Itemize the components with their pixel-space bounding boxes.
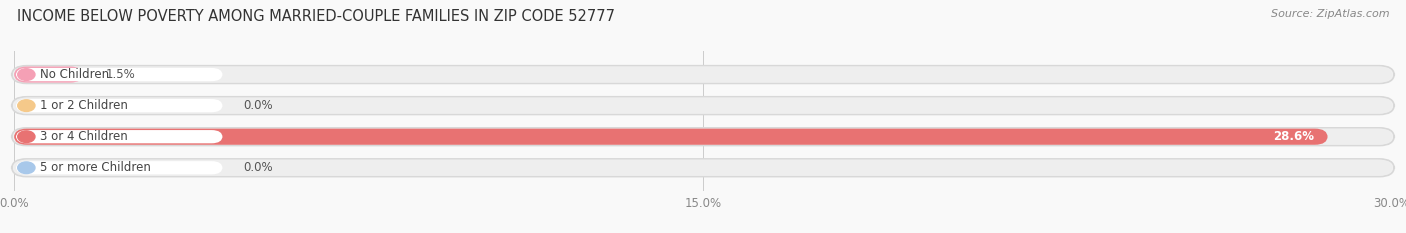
FancyBboxPatch shape: [11, 159, 1395, 177]
Text: 3 or 4 Children: 3 or 4 Children: [41, 130, 128, 143]
Text: Source: ZipAtlas.com: Source: ZipAtlas.com: [1271, 9, 1389, 19]
Text: 5 or more Children: 5 or more Children: [41, 161, 152, 174]
FancyBboxPatch shape: [14, 66, 1392, 83]
FancyBboxPatch shape: [11, 66, 1395, 83]
Circle shape: [18, 100, 35, 111]
FancyBboxPatch shape: [14, 129, 1327, 145]
FancyBboxPatch shape: [15, 130, 222, 143]
Text: No Children: No Children: [41, 68, 110, 81]
FancyBboxPatch shape: [15, 99, 222, 112]
FancyBboxPatch shape: [14, 66, 83, 83]
Text: 0.0%: 0.0%: [243, 99, 273, 112]
Text: 28.6%: 28.6%: [1272, 130, 1313, 143]
FancyBboxPatch shape: [11, 128, 1395, 146]
Text: 1 or 2 Children: 1 or 2 Children: [41, 99, 128, 112]
Circle shape: [18, 162, 35, 174]
FancyBboxPatch shape: [15, 68, 222, 81]
Circle shape: [18, 131, 35, 143]
FancyBboxPatch shape: [11, 97, 1395, 114]
FancyBboxPatch shape: [14, 98, 1392, 114]
Circle shape: [18, 69, 35, 80]
Text: 0.0%: 0.0%: [243, 161, 273, 174]
FancyBboxPatch shape: [14, 129, 1392, 145]
Text: INCOME BELOW POVERTY AMONG MARRIED-COUPLE FAMILIES IN ZIP CODE 52777: INCOME BELOW POVERTY AMONG MARRIED-COUPL…: [17, 9, 614, 24]
FancyBboxPatch shape: [15, 161, 222, 174]
Text: 1.5%: 1.5%: [105, 68, 135, 81]
FancyBboxPatch shape: [14, 160, 1392, 176]
